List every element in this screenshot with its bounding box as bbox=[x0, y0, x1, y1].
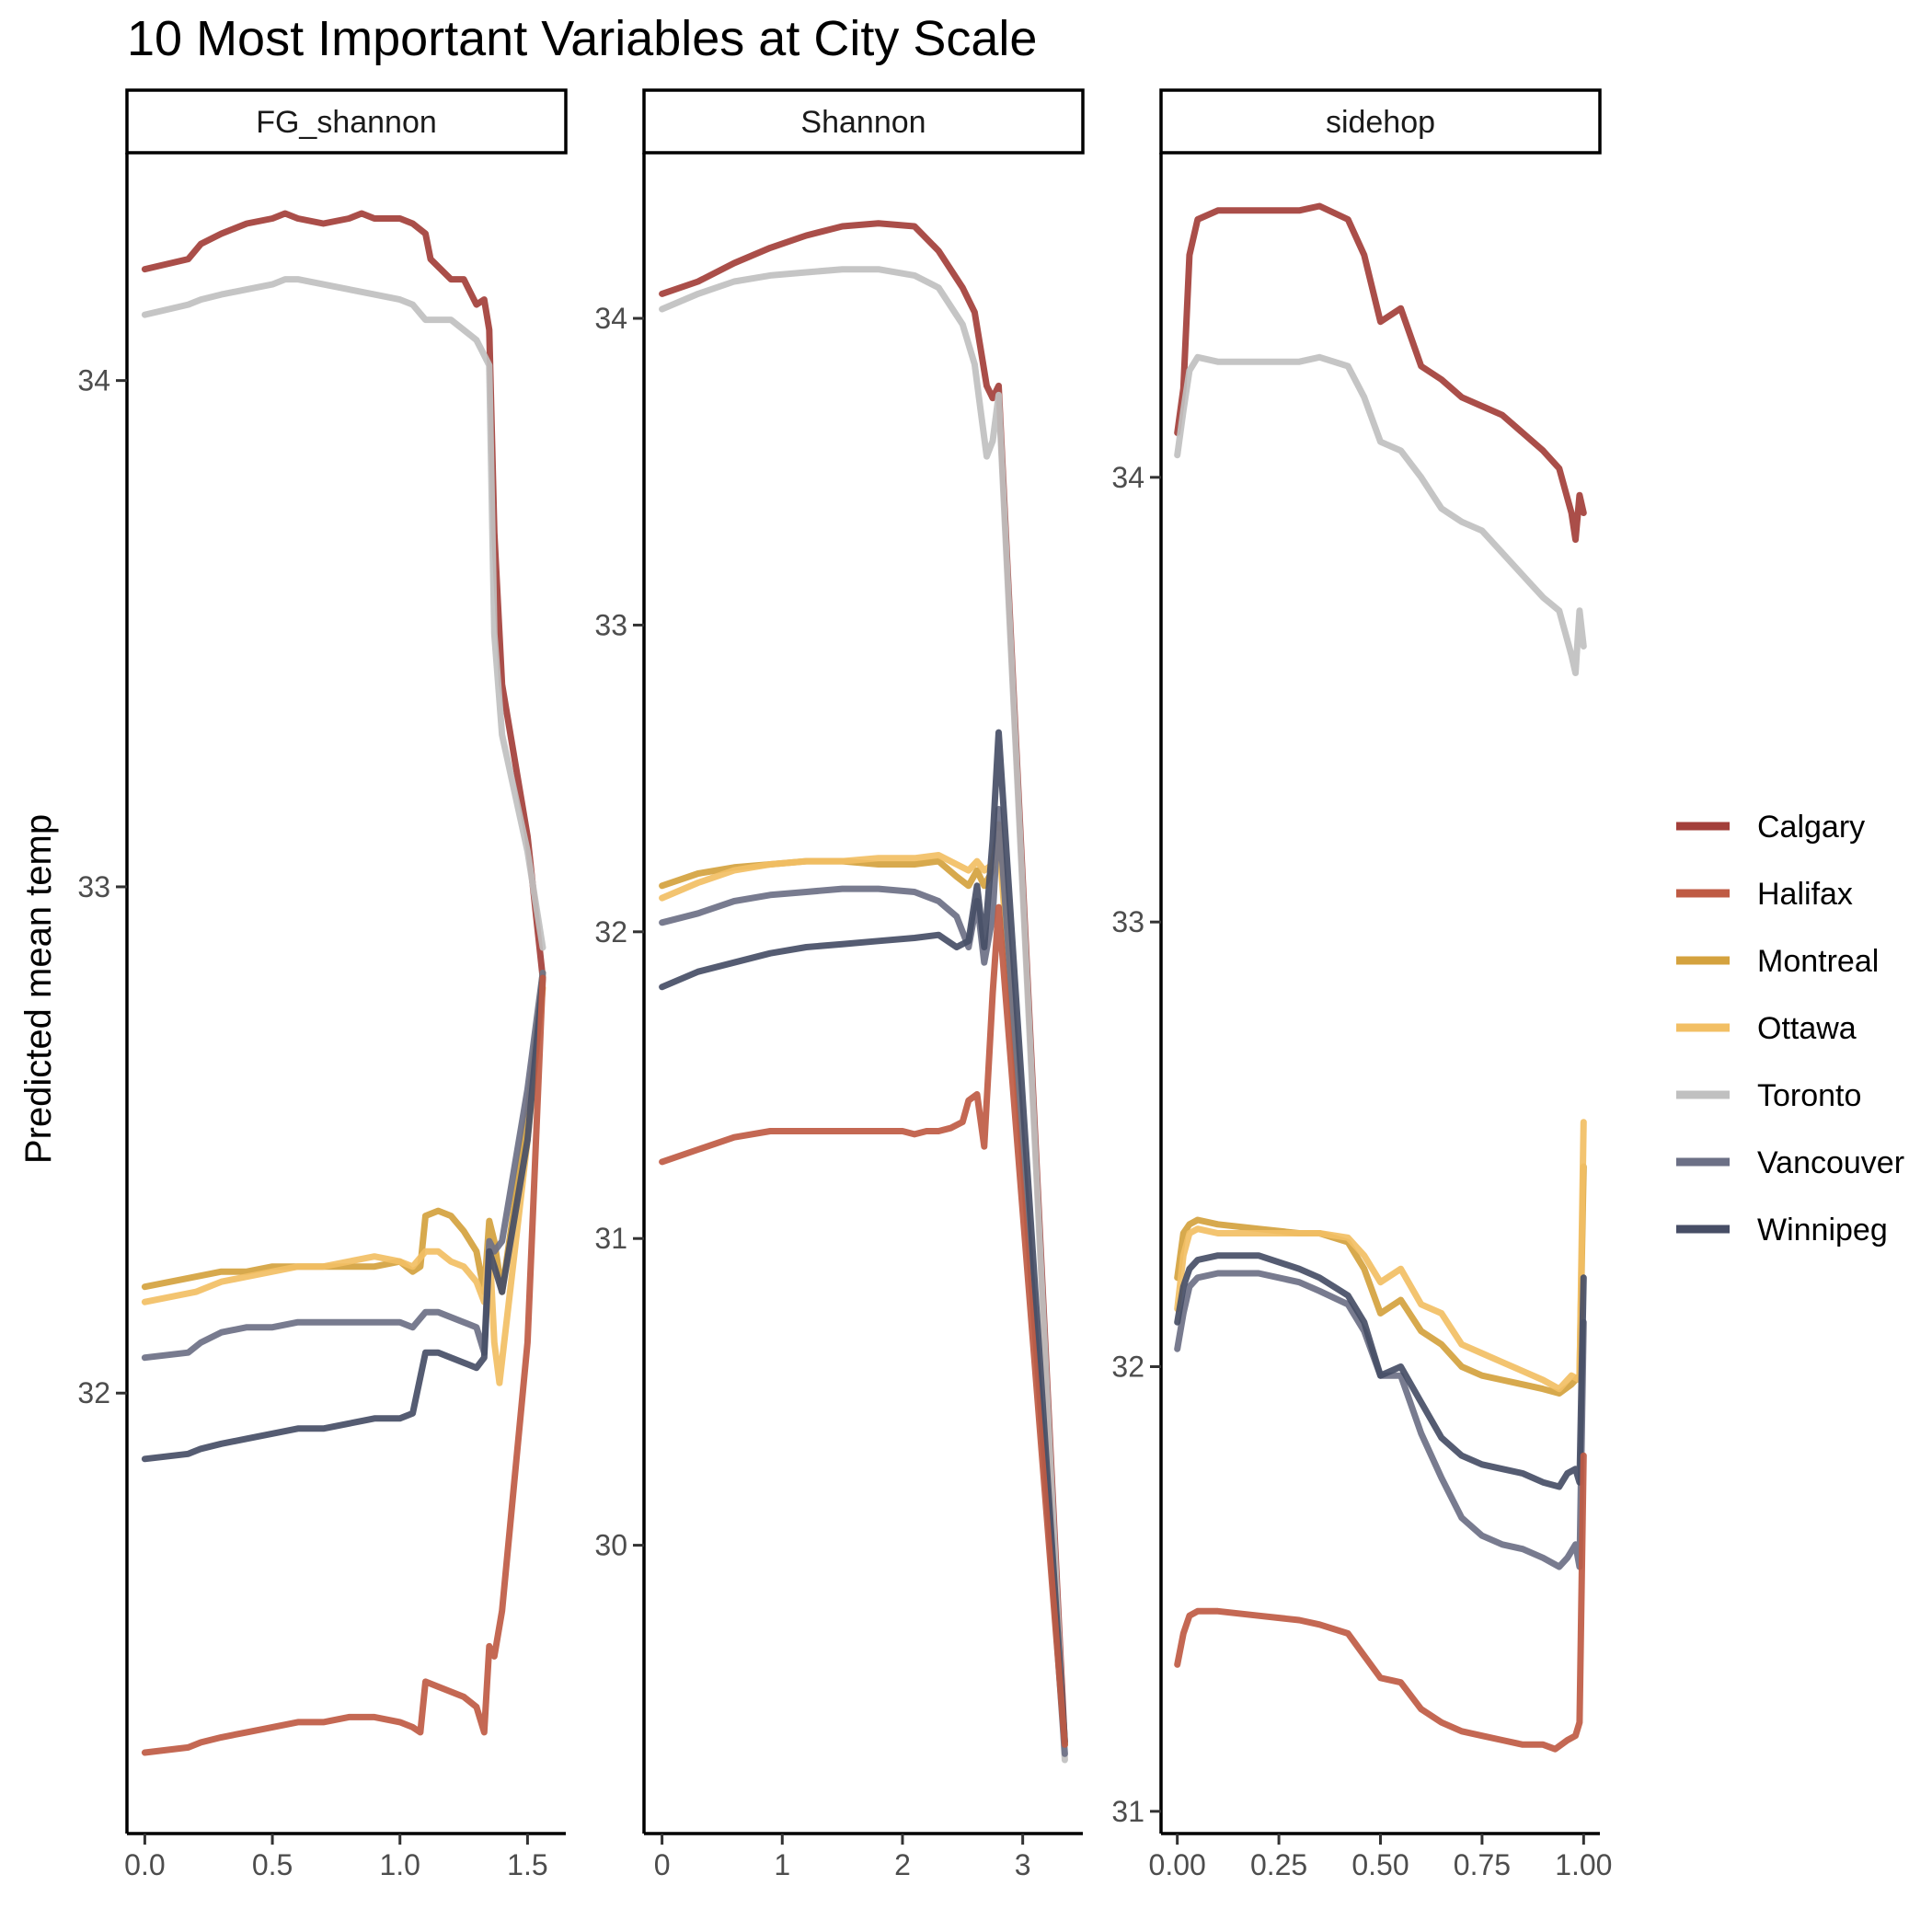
y-tick-label: 31 bbox=[1111, 1795, 1144, 1828]
legend-label: Toronto bbox=[1757, 1078, 1861, 1113]
x-tick-label: 0.0 bbox=[124, 1848, 165, 1881]
series-line-ottawa bbox=[1174, 1119, 1587, 1393]
series-line-winnipeg bbox=[659, 729, 1068, 1745]
legend: Calgary Halifax Montreal Ottawa Toronto Vanco… bbox=[1676, 810, 1904, 1248]
series-lines bbox=[141, 210, 546, 1756]
series-line-halifax bbox=[141, 974, 546, 1756]
strip-label: sidehop bbox=[1326, 105, 1435, 140]
x-tick-label: 0 bbox=[654, 1848, 671, 1881]
panel-fg-shannon: FG_shannon 0.0 0.5 1.0 1.5 32 33 34 bbox=[77, 88, 568, 1881]
x-tick-label: 0.25 bbox=[1250, 1848, 1307, 1881]
x-tick-label: 1.5 bbox=[507, 1848, 547, 1881]
series-lines bbox=[659, 220, 1068, 1764]
legend-item-montreal: Montreal bbox=[1676, 944, 1879, 979]
legend-label: Calgary bbox=[1757, 810, 1865, 845]
y-tick-label: 34 bbox=[1111, 461, 1144, 494]
x-tick-label: 0.00 bbox=[1149, 1848, 1206, 1881]
series-line-montreal bbox=[141, 970, 546, 1295]
series-line-montreal bbox=[1174, 1163, 1587, 1397]
y-tick-label: 33 bbox=[594, 608, 627, 641]
y-tick-label: 33 bbox=[77, 870, 110, 903]
strip-box bbox=[642, 88, 1085, 155]
series-line-winnipeg bbox=[141, 974, 546, 1463]
strip-label: FG_shannon bbox=[256, 105, 437, 140]
series-line-toronto bbox=[659, 266, 1068, 1764]
strip-label: Shannon bbox=[800, 105, 926, 140]
y-tick-label: 31 bbox=[594, 1222, 627, 1255]
legend-item-vancouver: Vancouver bbox=[1676, 1145, 1904, 1180]
x-tick-label: 0.50 bbox=[1351, 1848, 1409, 1881]
series-line-toronto bbox=[141, 276, 546, 951]
legend-item-ottawa: Ottawa bbox=[1676, 1011, 1857, 1046]
series-line-calgary bbox=[659, 220, 1068, 1748]
legend-item-calgary: Calgary bbox=[1676, 810, 1865, 845]
chart-title: 10 Most Important Variables at City Scal… bbox=[127, 11, 1037, 66]
series-lines bbox=[1174, 202, 1587, 1753]
series-line-toronto bbox=[1174, 353, 1587, 676]
x-tick-label: 1 bbox=[774, 1848, 790, 1881]
series-line-vancouver bbox=[1174, 1270, 1587, 1570]
legend-item-winnipeg: Winnipeg bbox=[1676, 1213, 1888, 1248]
series-line-ottawa bbox=[141, 984, 546, 1386]
legend-label: Vancouver bbox=[1757, 1145, 1904, 1180]
y-tick-label: 32 bbox=[594, 915, 627, 949]
strip-box bbox=[1159, 88, 1602, 155]
strip-box bbox=[125, 88, 568, 155]
y-tick-label: 33 bbox=[1111, 905, 1144, 938]
legend-label: Halifax bbox=[1757, 877, 1853, 912]
x-tick-label: 0.5 bbox=[252, 1848, 293, 1881]
y-axis-title: Predicted mean temp bbox=[18, 814, 59, 1164]
legend-item-halifax: Halifax bbox=[1676, 877, 1853, 912]
series-line-vancouver bbox=[659, 806, 1068, 1757]
y-tick-label: 34 bbox=[77, 364, 110, 397]
y-tick-label: 32 bbox=[1111, 1351, 1144, 1384]
y-tick-label: 32 bbox=[77, 1376, 110, 1409]
x-tick-label: 2 bbox=[894, 1848, 911, 1881]
series-line-halifax bbox=[1174, 1452, 1587, 1753]
series-line-calgary bbox=[1174, 202, 1587, 543]
x-tick-label: 1.00 bbox=[1555, 1848, 1612, 1881]
x-tick-label: 1.0 bbox=[379, 1848, 420, 1881]
y-tick-label: 34 bbox=[594, 302, 627, 335]
legend-label: Montreal bbox=[1757, 944, 1879, 979]
legend-label: Winnipeg bbox=[1757, 1213, 1888, 1248]
panel-sidehop: sidehop 0.00 0.25 0.50 0.75 1.00 31 32 33 34 bbox=[1111, 88, 1612, 1881]
series-line-winnipeg bbox=[1174, 1252, 1587, 1490]
legend-label: Ottawa bbox=[1757, 1011, 1857, 1046]
legend-item-toronto: Toronto bbox=[1676, 1078, 1861, 1113]
x-tick-label: 0.75 bbox=[1454, 1848, 1511, 1881]
series-line-halifax bbox=[659, 903, 1068, 1748]
x-tick-label: 3 bbox=[1015, 1848, 1031, 1881]
series-line-vancouver bbox=[141, 970, 546, 1362]
series-line-calgary bbox=[141, 210, 546, 982]
y-tick-label: 30 bbox=[594, 1529, 627, 1562]
panel-shannon: Shannon 0 1 2 3 30 31 32 33 34 bbox=[594, 88, 1085, 1881]
